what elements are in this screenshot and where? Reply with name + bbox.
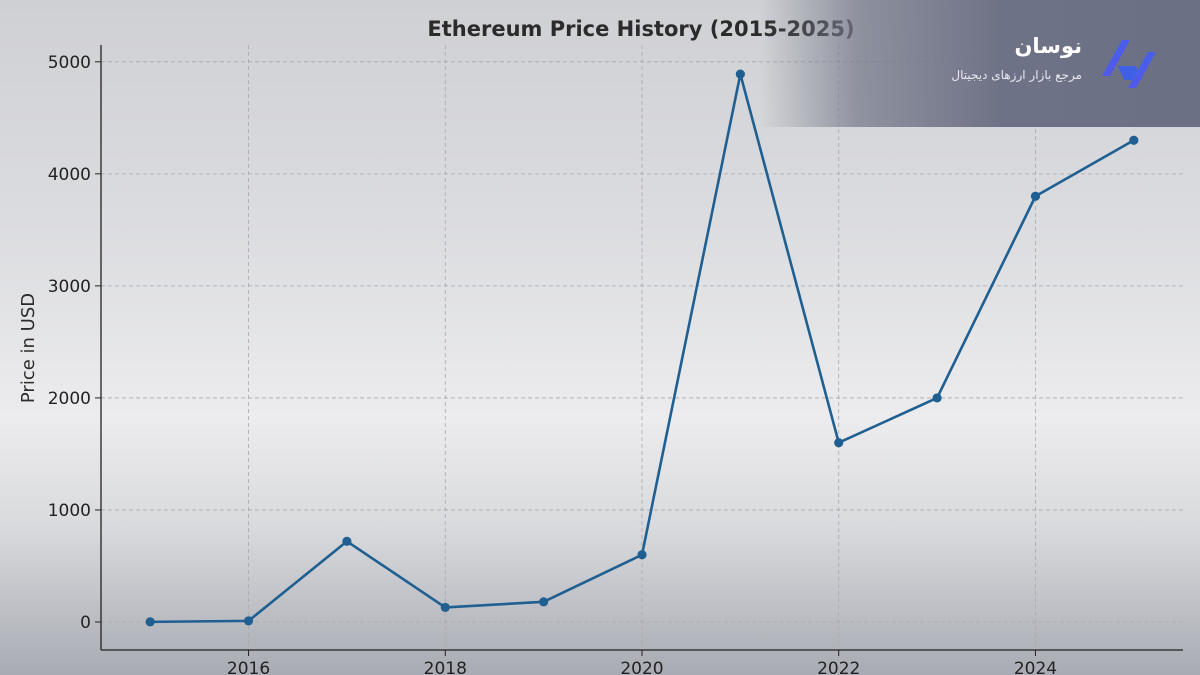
x-tick-label: 2018 xyxy=(424,659,467,675)
brand-banner: نوسان مرجع بازار ارزهای دیجیتال xyxy=(760,0,1200,127)
data-point xyxy=(145,617,155,627)
y-tick-label: 0 xyxy=(80,613,91,633)
x-tick-label: 2016 xyxy=(227,659,270,675)
x-tick-label: 2022 xyxy=(817,659,860,675)
axis-ticks: 2016 2018 2020 2022 2024 0 1000 2000 3000 4000 500… xyxy=(48,53,1057,675)
y-tick-label: 4000 xyxy=(48,165,91,185)
data-point xyxy=(637,550,647,560)
data-point xyxy=(342,536,352,546)
data-point xyxy=(440,602,450,613)
y-axis-label: Price in USD xyxy=(18,293,39,403)
x-tick-label: 2020 xyxy=(620,659,663,675)
data-point xyxy=(243,616,254,626)
data-point xyxy=(834,438,844,448)
y-tick-label: 5000 xyxy=(48,53,91,73)
data-point xyxy=(1129,135,1139,145)
nosan-logo-icon xyxy=(1102,40,1156,88)
data-point xyxy=(735,69,745,79)
data-point xyxy=(1030,191,1041,201)
y-tick-label: 2000 xyxy=(48,389,91,409)
y-tick-label: 1000 xyxy=(48,501,91,521)
grid-lines xyxy=(101,45,1183,650)
data-point xyxy=(932,393,942,403)
brand-tagline: مرجع بازار ارزهای دیجیتال xyxy=(951,68,1082,82)
series-price xyxy=(145,69,1139,627)
data-point xyxy=(539,597,549,607)
brand-name: نوسان xyxy=(1014,34,1082,58)
y-tick-label: 3000 xyxy=(48,277,91,297)
x-tick-label: 2024 xyxy=(1014,659,1057,675)
